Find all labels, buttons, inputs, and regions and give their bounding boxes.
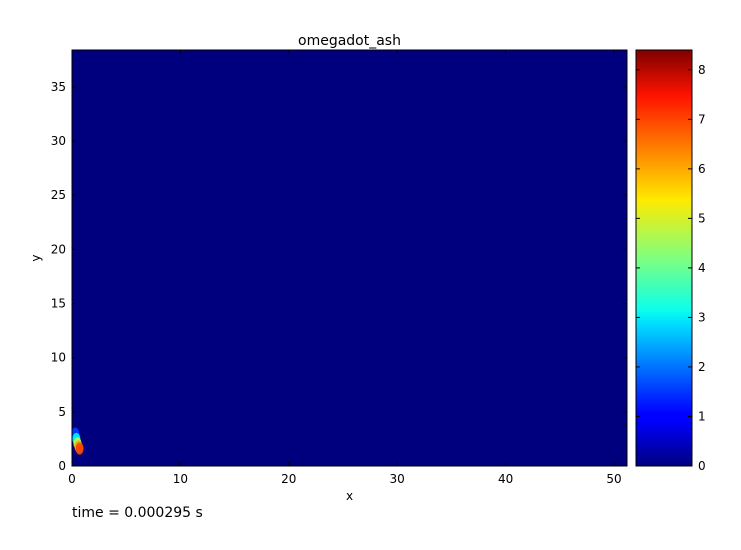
time-annotation: time = 0.000295 s: [72, 505, 203, 521]
y-tick-label: 35: [51, 80, 66, 94]
x-tick-label: 50: [606, 472, 621, 486]
y-axis-ticks: 0 5 10 15 20 25 30 35: [51, 80, 627, 473]
colorbar: [635, 49, 693, 467]
colorbar-tick-label: 0: [698, 459, 706, 473]
colorbar-tick-label: 8: [698, 63, 706, 77]
y-axis-label: y: [29, 254, 43, 261]
y-tick-label: 0: [58, 459, 66, 473]
y-tick-label: 25: [51, 188, 66, 202]
colorbar-tick-label: 6: [698, 162, 706, 176]
colorbar-tick-label: 3: [698, 310, 706, 324]
plot-frame: [71, 49, 628, 467]
colorbar-tick-label: 1: [698, 409, 706, 423]
y-tick-label: 5: [58, 405, 66, 419]
colorbar-tick-label: 2: [698, 360, 706, 374]
x-tick-label: 10: [173, 472, 188, 486]
y-tick-label: 10: [51, 351, 66, 365]
y-tick-label: 30: [51, 134, 66, 148]
colorbar-tick-label: 5: [698, 211, 706, 225]
x-axis-ticks: 0 10 20 30 40 50: [68, 50, 622, 486]
chart-title: omegadot_ash: [298, 33, 401, 49]
y-tick-label: 15: [51, 297, 66, 311]
x-tick-label: 0: [68, 472, 76, 486]
colorbar-tick-label: 7: [698, 112, 706, 126]
hotspot-layer: [72, 427, 84, 455]
x-tick-label: 30: [390, 472, 405, 486]
colorbar-ticks: 0 1 2 3 4 5 6 7 8: [636, 63, 706, 473]
heat-cell: [75, 442, 84, 455]
x-axis-label: x: [346, 489, 353, 503]
x-tick-label: 40: [498, 472, 513, 486]
colorbar-tick-label: 4: [698, 261, 706, 275]
plot-area: [72, 50, 627, 466]
x-tick-label: 20: [281, 472, 296, 486]
y-tick-label: 20: [51, 242, 66, 256]
